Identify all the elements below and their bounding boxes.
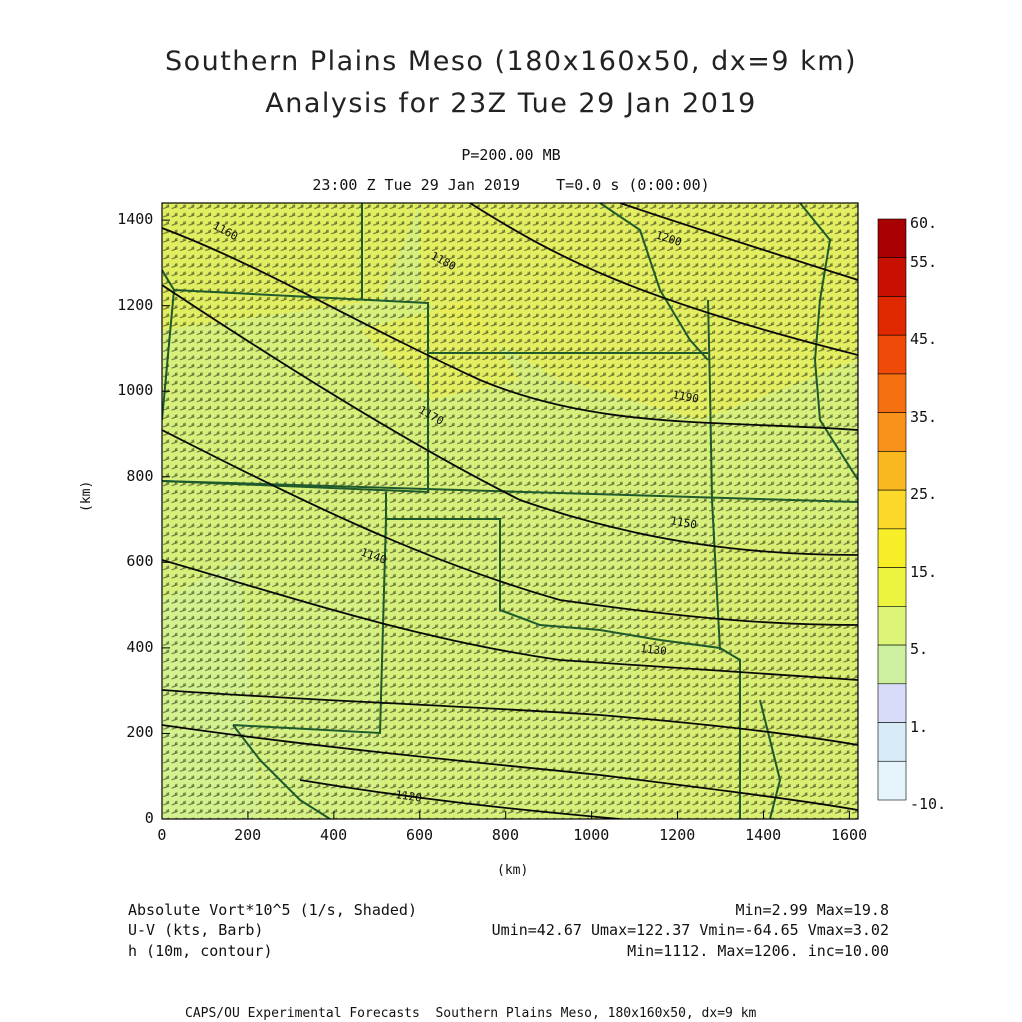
colorbar-label: 1. xyxy=(910,717,929,736)
x-tick-label: 400 xyxy=(320,826,348,844)
y-tick-label: 1200 xyxy=(117,295,154,314)
colorbar-label: 15. xyxy=(910,562,938,581)
colorbar-swatch xyxy=(877,296,907,336)
colorbar-label: -10. xyxy=(910,795,947,813)
colorbar-label: 60. xyxy=(910,214,938,232)
colorbar-label: 5. xyxy=(910,640,929,659)
y-tick-label: 600 xyxy=(126,552,154,571)
y-tick-label: 400 xyxy=(126,637,154,656)
y-tick-label: 800 xyxy=(126,466,154,485)
contour-label: 1130 xyxy=(640,642,668,658)
x-tick-label: 1600 xyxy=(831,826,868,844)
colorbar-label: 45. xyxy=(910,330,938,349)
credit-line: CAPS/OU Experimental Forecasts Southern … xyxy=(185,1006,757,1021)
vorticity-shading xyxy=(162,203,858,819)
colorbar-swatch xyxy=(877,257,907,297)
colorbar-swatch xyxy=(877,567,907,607)
y-tick-label: 1000 xyxy=(117,381,154,400)
contour-label: 1120 xyxy=(395,788,423,805)
colorbar-swatch xyxy=(877,722,907,762)
colorbar-label: 25. xyxy=(910,485,938,504)
colorbar-swatch xyxy=(877,760,907,801)
contour-label: 1190 xyxy=(671,388,699,405)
colorbar-swatch xyxy=(877,334,907,375)
x-tick-label: 0 xyxy=(157,826,167,844)
contour-label: 1150 xyxy=(669,514,697,531)
title-line-2: Analysis for 23Z Tue 29 Jan 2019 xyxy=(265,88,757,119)
y-tick-label: 200 xyxy=(126,723,154,742)
y-tick-label: 1400 xyxy=(117,210,154,229)
colorbar xyxy=(877,218,907,801)
shaded-field-description: Absolute Vort*10^5 (1/s, Shaded) xyxy=(128,901,417,919)
title-line-1: Southern Plains Meso (180x160x50, dx=9 k… xyxy=(164,46,858,77)
x-tick-label: 1200 xyxy=(659,826,696,844)
colorbar-swatch xyxy=(877,373,907,413)
colorbar-swatch xyxy=(877,683,907,723)
colorbar-swatch xyxy=(877,218,907,259)
x-axis-label: (km) xyxy=(497,863,529,878)
x-tick-label: 200 xyxy=(234,826,262,844)
colorbar-swatch xyxy=(877,489,907,530)
state-boundaries xyxy=(162,203,858,819)
colorbar-label: 35. xyxy=(910,407,938,426)
pressure-level: P=200.00 MB xyxy=(461,146,561,164)
y-axis-label: (km) xyxy=(79,480,94,512)
colorbar-swatch xyxy=(877,412,907,452)
valid-time: 23:00 Z Tue 29 Jan 2019 T=0.0 s (0:00:00… xyxy=(312,176,710,194)
shaded-field-stats: Min=2.99 Max=19.8 xyxy=(735,901,889,919)
barb-field-description: U-V (kts, Barb) xyxy=(128,921,264,939)
x-tick-label: 800 xyxy=(491,826,519,844)
colorbar-label: 55. xyxy=(910,252,938,271)
x-tick-label: 600 xyxy=(405,826,434,844)
height-contours xyxy=(162,203,858,819)
contour-field-stats: Min=1112. Max=1206. inc=10.00 xyxy=(627,942,889,960)
plot-frame xyxy=(161,202,859,820)
colorbar-swatch xyxy=(877,528,907,568)
y-tick-label: 0 xyxy=(144,809,154,827)
colorbar-swatch xyxy=(877,606,907,646)
barb-field-stats: Umin=42.67 Umax=122.37 Vmin=-64.65 Vmax=… xyxy=(491,921,889,939)
x-tick-label: 1000 xyxy=(573,826,610,844)
colorbar-swatch xyxy=(877,644,907,685)
contour-field-description: h (10m, contour) xyxy=(128,942,273,960)
x-tick-label: 1400 xyxy=(745,826,782,844)
colorbar-swatch xyxy=(877,451,907,491)
